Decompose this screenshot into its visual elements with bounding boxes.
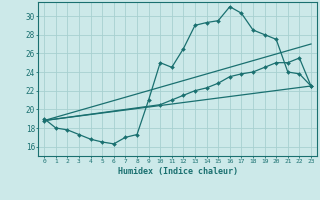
X-axis label: Humidex (Indice chaleur): Humidex (Indice chaleur) — [118, 167, 238, 176]
